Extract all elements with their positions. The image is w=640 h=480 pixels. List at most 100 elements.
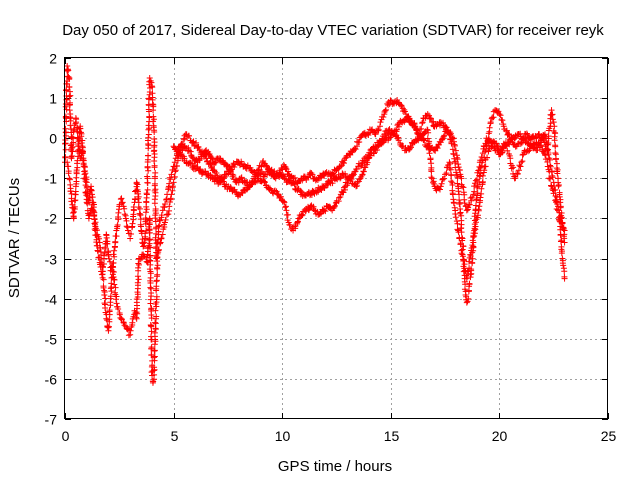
- data-point-fill: [455, 164, 462, 171]
- data-point: [550, 179, 557, 186]
- data-point-fill: [67, 114, 74, 121]
- data-point-fill: [114, 222, 121, 229]
- data-point: [350, 171, 357, 178]
- data-point-fill: [352, 146, 359, 153]
- y-axis-label: SDTVAR / TECUs: [6, 178, 23, 298]
- data-point-fill: [174, 146, 181, 153]
- data-point-fill: [187, 148, 194, 155]
- data-point-fill: [387, 134, 394, 141]
- data-point-fill: [282, 165, 289, 172]
- data-point-fill: [127, 230, 134, 237]
- data-point-fill: [408, 144, 415, 151]
- data-point-fill: [151, 329, 158, 336]
- data-point-fill: [504, 147, 511, 154]
- data-point-fill: [74, 128, 81, 135]
- data-point-fill: [438, 180, 445, 187]
- data-point: [203, 155, 210, 162]
- data-point-fill: [62, 137, 69, 144]
- data-point-fill: [474, 176, 481, 183]
- data-point-fill: [456, 191, 463, 198]
- data-point-fill: [468, 197, 475, 204]
- data-point-fill: [294, 218, 301, 225]
- data-point-fill: [452, 214, 459, 221]
- data-point-fill: [337, 193, 344, 200]
- data-point-fill: [558, 237, 565, 244]
- data-point-fill: [455, 229, 462, 236]
- data-point-fill: [188, 160, 195, 167]
- data-point-fill: [230, 172, 237, 179]
- data-point-fill: [469, 194, 476, 201]
- data-point-fill: [479, 150, 486, 157]
- data-point-fill: [557, 231, 564, 238]
- data-point-fill: [550, 190, 557, 197]
- data-point-fill: [167, 195, 174, 202]
- data-point-fill: [155, 228, 162, 235]
- data-point-fill: [454, 174, 461, 181]
- x-tick-label: 20: [492, 428, 508, 444]
- data-point: [66, 175, 73, 182]
- data-point-fill: [79, 149, 86, 156]
- data-point-fill: [148, 328, 155, 335]
- data-point-fill: [454, 220, 461, 227]
- data-point-fill: [479, 178, 486, 185]
- data-point-fill: [65, 170, 72, 177]
- data-point-fill: [123, 223, 130, 230]
- data-point-fill: [467, 252, 474, 259]
- data-point-fill: [181, 155, 188, 162]
- data-point-fill: [96, 244, 103, 251]
- data-point-fill: [464, 298, 471, 305]
- data-point-fill: [452, 211, 459, 218]
- data-point-fill: [457, 241, 464, 248]
- data-point-fill: [299, 212, 306, 219]
- data-point-fill: [145, 167, 152, 174]
- y-axis-ticks: -7 -6 -5 -4 -3 -2 -1 0 1 2: [45, 51, 608, 428]
- y-tick-label: 2: [49, 51, 57, 67]
- data-point-fill: [121, 211, 128, 218]
- data-point-fill: [459, 183, 466, 190]
- data-point-fill: [452, 147, 459, 154]
- data-point-fill: [434, 145, 441, 152]
- data-point-fill: [78, 133, 85, 140]
- data-point-fill: [469, 260, 476, 267]
- data-point: [561, 275, 568, 282]
- y-tick-label: 1: [49, 91, 57, 107]
- data-point-fill: [101, 250, 108, 257]
- y-tick-label: -2: [45, 211, 58, 227]
- data-point-fill: [68, 147, 75, 154]
- plot-frame: [64, 57, 608, 419]
- data-point-fill: [439, 136, 446, 143]
- data-point-fill: [106, 255, 113, 262]
- data-point: [146, 75, 153, 82]
- data-point-fill: [465, 268, 472, 275]
- data-point: [168, 171, 175, 178]
- data-point-fill: [112, 239, 119, 246]
- x-axis-ticks: 0 5 10 15 20 25: [62, 58, 616, 444]
- data-point-fill: [336, 194, 343, 201]
- data-point-fill: [471, 180, 478, 187]
- data-point-fill: [110, 251, 117, 258]
- data-point-fill: [69, 210, 76, 217]
- data-point-fill: [123, 217, 130, 224]
- data-point-fill: [68, 198, 75, 205]
- data-point-fill: [154, 271, 161, 278]
- data-point: [114, 223, 121, 230]
- data-point: [172, 155, 179, 162]
- data-point-fill: [549, 172, 556, 179]
- data-point-fill: [89, 194, 96, 201]
- data-point-fill: [519, 158, 526, 165]
- data-point-fill: [546, 175, 553, 182]
- data-point-fill: [491, 143, 498, 150]
- data-point-fill: [478, 190, 485, 197]
- data-point-fill: [503, 127, 510, 134]
- data-point-fill: [152, 175, 159, 182]
- data-point-fill: [171, 173, 178, 180]
- data-point-fill: [143, 227, 150, 234]
- data-point-fill: [149, 101, 156, 108]
- data-point-fill: [62, 146, 69, 153]
- data-point-fill: [466, 281, 473, 288]
- data-point-fill: [321, 207, 328, 214]
- data-point-fill: [208, 163, 215, 170]
- data-point: [96, 239, 103, 246]
- data-point-fill: [111, 247, 118, 254]
- data-point-fill: [523, 130, 530, 137]
